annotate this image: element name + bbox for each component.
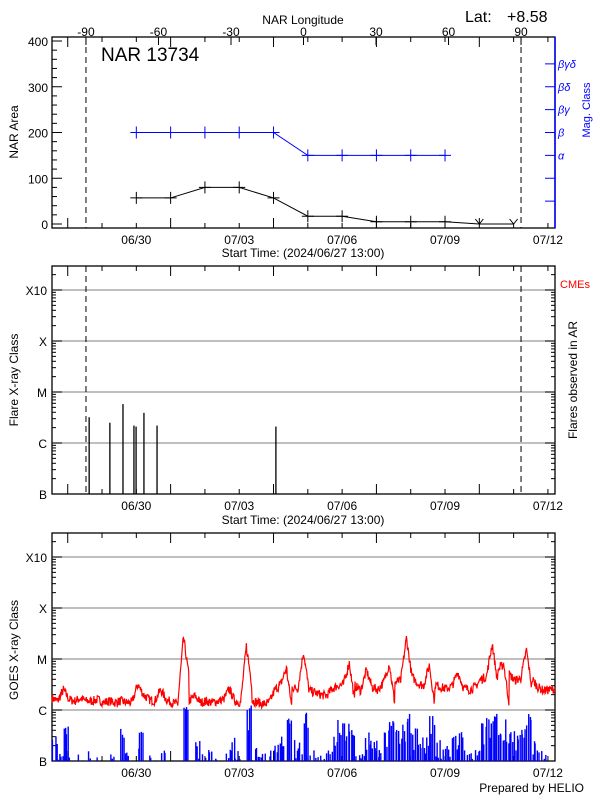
x-tick-label: 07/12 <box>533 499 563 513</box>
top-tick-label: 90 <box>514 25 528 39</box>
area-point <box>439 215 452 228</box>
top-tick-label: -60 <box>150 25 168 39</box>
x-tick-label: 07/03 <box>224 766 254 780</box>
x-tick-label: 07/03 <box>224 499 254 513</box>
x-tick-label: 07/12 <box>533 233 563 247</box>
y-tick-label: M <box>37 653 47 667</box>
panel2-ylabel: Flare X-ray Class <box>7 334 21 427</box>
area-point <box>404 215 417 228</box>
panel1-title: NAR 13734 <box>101 45 200 66</box>
mag-class-point <box>198 126 211 139</box>
mag-class-point <box>370 149 383 162</box>
y-tick-label: 200 <box>28 127 48 141</box>
panel3-frame <box>51 532 556 762</box>
area-point <box>130 191 143 204</box>
mag-class-point <box>164 126 177 139</box>
area-point <box>301 210 314 223</box>
area-point <box>336 210 349 223</box>
y-tick-label: M <box>37 386 47 400</box>
panel3-ylabel: GOES X-ray Class <box>7 600 21 700</box>
footer-credit: Prepared by HELIO <box>479 781 584 795</box>
x-tick-label: 06/30 <box>121 499 151 513</box>
y-tick-label: C <box>38 704 47 718</box>
x-tick-label: 07/03 <box>224 233 254 247</box>
area-line <box>136 186 514 225</box>
y-tick-label: X <box>39 602 47 616</box>
y-tick-label: B <box>39 755 47 769</box>
mag-class-point <box>267 126 280 139</box>
y-tick-label: X <box>39 335 47 349</box>
mag-class-line <box>136 132 446 156</box>
area-point <box>267 191 280 204</box>
y-tick-label: C <box>38 437 47 451</box>
top-axis-label: NAR Longitude <box>262 13 344 27</box>
y-tick-label: 100 <box>28 172 48 186</box>
y-tick-label: X10 <box>26 551 48 565</box>
top-tick-label: 60 <box>442 25 456 39</box>
mag-tick-label: α <box>558 150 565 162</box>
y-tick-label: 400 <box>28 35 48 49</box>
x-tick-label: 06/30 <box>121 233 151 247</box>
mag-class-point <box>233 126 246 139</box>
area-point <box>233 181 246 194</box>
mag-tick-label: βγδ <box>557 59 577 71</box>
panel2-y2label: Flares observed in AR <box>566 321 580 439</box>
x-tick-label: 07/12 <box>533 766 563 780</box>
x-tick-label: 07/09 <box>430 766 460 780</box>
y-tick-label: 300 <box>28 81 48 95</box>
mag-class-point <box>404 149 417 162</box>
panel1-xlabel: Start Time: (2024/06/27 13:00) <box>222 246 385 260</box>
area-point <box>198 181 211 194</box>
mag-class-point <box>336 149 349 162</box>
y-tick-label: 0 <box>41 218 48 232</box>
cme-legend: CMEs <box>560 279 590 291</box>
y-tick-label: X10 <box>26 284 48 298</box>
x-tick-label: 06/30 <box>121 766 151 780</box>
mag-class-point <box>301 149 314 162</box>
mag-tick-label: βδ <box>557 82 571 94</box>
mag-class-point <box>439 149 452 162</box>
area-point-missing <box>509 218 519 225</box>
top-tick-label: -30 <box>222 25 240 39</box>
area-point-missing <box>474 218 484 225</box>
y-tick-label: B <box>39 488 47 502</box>
x-tick-label: 07/06 <box>327 766 357 780</box>
x-tick-label: 07/06 <box>327 499 357 513</box>
top-tick-label: 0 <box>300 25 307 39</box>
area-point <box>370 215 383 228</box>
top-tick-label: -90 <box>77 25 95 39</box>
x-tick-label: 07/09 <box>430 499 460 513</box>
panel1-ylabel: NAR Area <box>7 105 21 159</box>
panel2-xlabel: Start Time: (2024/06/27 13:00) <box>222 513 385 527</box>
mag-tick-label: β <box>557 128 565 140</box>
lat-label: Lat: <box>465 9 492 26</box>
x-tick-label: 07/06 <box>327 233 357 247</box>
area-point <box>164 191 177 204</box>
panel1-y2label: Mag. Class <box>581 82 593 138</box>
lat-value: +8.58 <box>507 9 548 26</box>
mag-class-point <box>130 126 143 139</box>
goes-long-channel-line <box>51 636 556 711</box>
x-tick-label: 07/09 <box>430 233 460 247</box>
top-tick-label: 30 <box>369 25 383 39</box>
mag-tick-label: βγ <box>557 105 571 117</box>
panel2-frame <box>51 265 556 495</box>
